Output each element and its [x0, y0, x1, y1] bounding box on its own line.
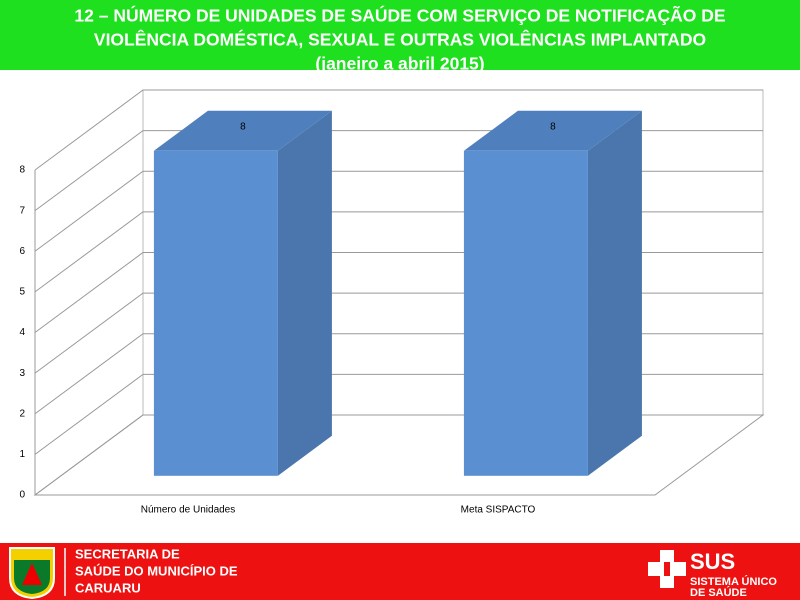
city-logo	[9, 547, 55, 600]
sus-subtext: DE SAÚDE	[690, 586, 747, 599]
grid-line	[34, 414, 763, 496]
x-tick-label: Meta SISPACTO	[461, 505, 536, 516]
y-tick-label: 8	[19, 165, 25, 176]
bar-side	[587, 110, 642, 476]
title-line: 12 – NÚMERO DE UNIDADES DE SAÚDE COM SER…	[74, 5, 725, 26]
grid-line	[34, 211, 763, 293]
footer-text: SAÚDE DO MUNICÍPIO DE	[75, 563, 238, 578]
grid-line	[34, 130, 763, 212]
grid-line	[34, 373, 763, 455]
bar	[153, 150, 278, 476]
grid-line	[34, 89, 763, 171]
title-line: VIOLÊNCIA DOMÉSTICA, SEXUAL E OUTRAS VIO…	[94, 29, 706, 50]
grid-line	[34, 292, 763, 374]
y-tick-label: 4	[19, 327, 25, 338]
floor	[33, 414, 765, 496]
value-label: 8	[550, 121, 556, 132]
sus-text: SUS	[690, 549, 735, 574]
y-tick-label: 0	[19, 490, 25, 501]
title-line: (janeiro a abril 2015)	[315, 54, 484, 74]
bar-side	[277, 110, 332, 476]
y-tick-label: 2	[19, 408, 25, 419]
y-tick-label: 7	[19, 205, 25, 216]
grid-line	[34, 333, 763, 415]
value-label: 8	[240, 121, 246, 132]
bar-top	[153, 110, 332, 151]
y-tick-label: 1	[19, 449, 25, 460]
footer-text: CARUARU	[75, 580, 141, 595]
y-tick-label: 3	[19, 368, 25, 379]
sus-subtext: SISTEMA ÚNICO	[690, 575, 777, 588]
grid-line	[34, 252, 763, 333]
sus-icon	[648, 550, 686, 588]
y-tick-label: 6	[19, 246, 25, 257]
bar-top	[463, 110, 642, 151]
x-tick-label: Número de Unidades	[141, 505, 236, 516]
bar	[463, 150, 588, 476]
chart: 0 1 2 3 4 5 6 7 8 8 Número de Unidades 8 Meta SISPAC…	[19, 89, 765, 516]
footer-text: SECRETARIA DE	[75, 546, 180, 561]
grid-line	[34, 170, 763, 252]
header-band	[0, 0, 800, 70]
y-tick-label: 5	[19, 287, 25, 298]
